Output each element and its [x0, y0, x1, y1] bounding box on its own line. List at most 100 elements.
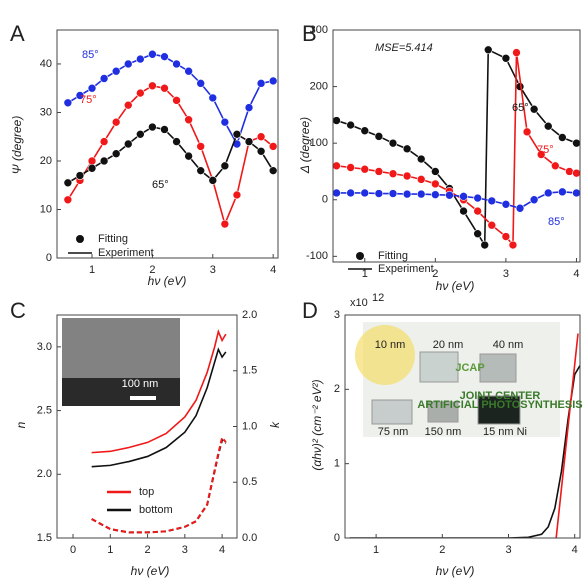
fit-point: [160, 125, 169, 134]
fit-point: [515, 203, 525, 213]
inset-label: 10 nm: [375, 339, 406, 351]
y-tick-label: 20: [40, 155, 52, 167]
sem-inset: [62, 318, 180, 406]
axes-frame: [56, 29, 279, 259]
fit-point: [172, 137, 181, 146]
fit-point: [196, 142, 206, 151]
panel-letter: A: [10, 21, 25, 46]
fit-point: [431, 190, 440, 199]
fit-point: [402, 144, 412, 154]
x-tick-label: 3: [505, 544, 511, 556]
fit-point: [268, 166, 278, 175]
x-tick-label: 4: [572, 544, 578, 556]
fit-point: [558, 133, 567, 142]
x-tick-label: 3: [210, 264, 216, 276]
fit-point: [550, 161, 560, 171]
inset-label: JOINT CENTER: [460, 390, 541, 402]
fit-point: [445, 190, 454, 200]
fit-point: [333, 188, 341, 198]
fit-point: [374, 132, 384, 141]
fit-point: [360, 126, 370, 136]
series-line: [91, 347, 227, 468]
x-axis-label: hν (eV): [131, 564, 170, 578]
fit-point: [75, 91, 85, 100]
fit-point: [333, 116, 341, 125]
x-tick-label: 1: [362, 268, 368, 280]
fit-point: [172, 59, 181, 69]
fit-point: [402, 189, 412, 199]
series-label: 85°: [548, 216, 565, 228]
fit-point: [256, 146, 266, 156]
x-axis-label: hν (eV): [148, 274, 187, 288]
fit-point: [572, 138, 580, 148]
series-line: [91, 438, 227, 534]
fit-point: [416, 175, 426, 184]
fit-point: [148, 49, 157, 59]
plot: [349, 333, 580, 538]
y2-tick-label: 1.5: [242, 365, 257, 377]
fit-point: [172, 96, 181, 105]
x-tick-label: 2: [432, 268, 438, 280]
fit-point: [459, 192, 468, 201]
inset-label: 20 nm: [433, 339, 464, 351]
fit-point: [473, 206, 482, 216]
panel-letter: D: [302, 298, 318, 323]
fit-point: [346, 163, 355, 172]
fit-point: [111, 117, 121, 127]
x-tick-label: 2: [439, 544, 445, 556]
inset-label: 100 nm: [122, 378, 159, 390]
fit-point: [268, 142, 278, 151]
y-axis-label: Δ (degree): [298, 117, 312, 174]
fit-point: [87, 156, 97, 166]
y-tick-label: -100: [306, 250, 328, 262]
fit-point: [232, 129, 242, 139]
fit-point: [111, 66, 121, 76]
fit-point: [480, 240, 490, 250]
fit-point: [473, 193, 482, 203]
y-tick-label: 3: [334, 309, 340, 321]
fit-point: [346, 120, 355, 130]
fit-point: [244, 103, 254, 112]
x-tick-label: 4: [270, 264, 276, 276]
fit-point: [572, 168, 580, 178]
fit-point: [388, 189, 398, 198]
y-tick-label: 2.0: [37, 468, 52, 480]
x-tick-label: 1: [373, 544, 379, 556]
fit-point: [501, 53, 511, 63]
fit-point: [487, 220, 497, 230]
fit-point: [360, 188, 370, 198]
fit-point: [244, 137, 254, 146]
legend-label: bottom: [139, 504, 173, 516]
legend-label: Fitting: [378, 250, 408, 262]
x-tick-label: 1: [107, 544, 113, 556]
y-tick-label: 3.0: [37, 341, 52, 353]
fit-point: [148, 81, 157, 91]
fit-point: [459, 206, 468, 216]
scale-label: x10: [350, 297, 368, 309]
inset-label: JCAP: [455, 362, 484, 374]
scale-exponent: 12: [372, 292, 384, 304]
fit-point: [268, 76, 278, 86]
y-tick-label: 200: [310, 80, 328, 92]
legend-label: top: [139, 486, 154, 498]
y2-tick-label: 2.0: [242, 309, 257, 321]
fit-point: [501, 199, 511, 209]
fit-point: [232, 190, 242, 200]
fit-point: [123, 100, 133, 110]
fit-point: [416, 189, 426, 199]
y-axis-label: (αhν)² (cm⁻² eV²): [310, 379, 324, 470]
fit-point: [402, 171, 412, 181]
legend-label: Experiment: [378, 263, 434, 275]
fit-point: [388, 138, 398, 148]
y-tick-label: 1.5: [37, 532, 52, 544]
fit-point: [208, 176, 218, 185]
y2-axis-label: k: [268, 421, 282, 428]
series-label: 75°: [80, 94, 97, 106]
x-tick-label: 4: [219, 544, 225, 556]
fit-point: [529, 195, 539, 205]
fit-point: [220, 161, 230, 171]
y-tick-label: 0: [322, 194, 328, 206]
series-label: 75°: [537, 144, 554, 156]
axes-frame: [344, 314, 581, 539]
